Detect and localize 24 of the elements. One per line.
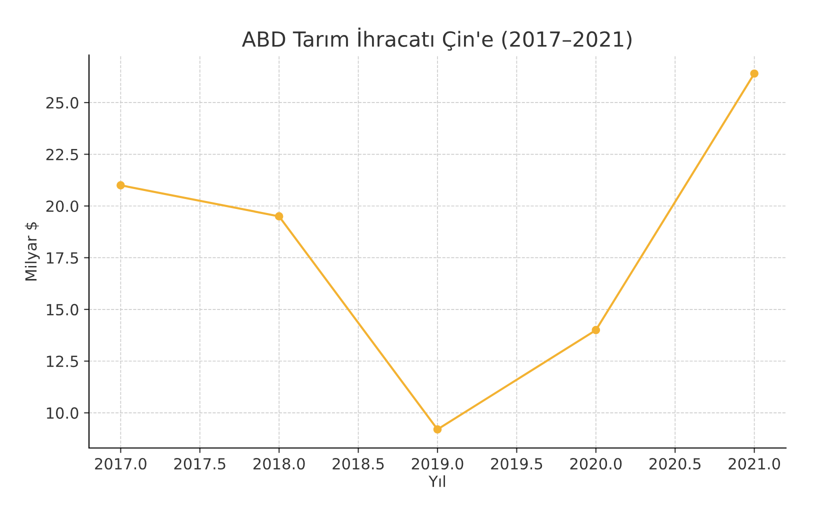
point <box>433 425 442 434</box>
y-tick-label: 12.5 <box>46 356 78 368</box>
x-tick-label: 2018.5 <box>332 458 384 470</box>
x-tick-label: 2020.5 <box>650 458 701 470</box>
point <box>592 326 600 334</box>
point <box>750 69 758 78</box>
y-tick-label: 25.0 <box>46 97 78 109</box>
y-tick-label: 22.5 <box>46 148 78 160</box>
y-axis-title: Milyar $ <box>24 222 40 280</box>
chart-title: ABD Tarım İhracatı Çin'e (2017–2021) <box>242 28 632 51</box>
x-tick-label: 2020.0 <box>570 458 622 470</box>
y-tick-label: 17.5 <box>46 252 78 264</box>
y-tick-label: 10.0 <box>46 407 78 419</box>
x-tick-label: 2021.0 <box>728 458 780 470</box>
y-tick-label: 15.0 <box>46 304 78 316</box>
x-tick-label: 2017.5 <box>174 458 226 470</box>
point <box>274 212 284 221</box>
x-tick-label: 2018.0 <box>253 458 305 470</box>
x-tick-label: 2017.0 <box>95 458 146 470</box>
x-axis-title: Yıl <box>428 475 445 487</box>
point <box>116 181 125 190</box>
y-tick-label: 20.0 <box>46 200 78 212</box>
x-tick-label: 2019.0 <box>412 458 464 470</box>
x-tick-label: 2019.5 <box>491 458 542 470</box>
